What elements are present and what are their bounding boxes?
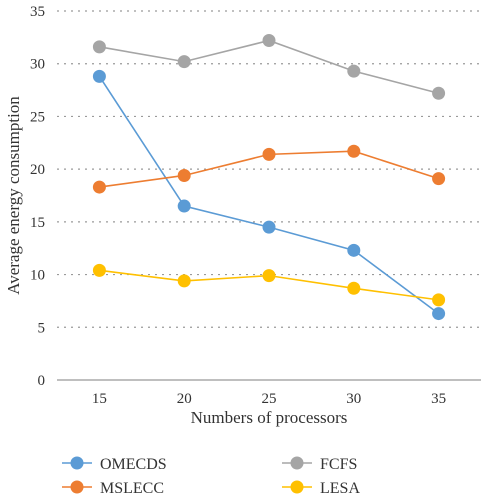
legend: OMECDS MSLECC FCFS LESA (62, 456, 360, 497)
series-layer (92, 34, 446, 321)
data-point-omecds (432, 307, 446, 321)
series-line-fcfs (99, 39, 439, 95)
x-tick-label: 20 (177, 391, 192, 407)
data-point-mslecc (177, 168, 191, 182)
y-tick-label: 20 (30, 162, 45, 178)
series-mslecc (92, 144, 446, 194)
legend-item-lesa: LESA (282, 480, 360, 497)
y-tick-label: 5 (38, 320, 46, 336)
data-point-fcfs (262, 34, 276, 48)
legend-label: MSLECC (100, 480, 164, 497)
y-tick-labels: 0 5 10 15 20 25 30 35 (30, 4, 45, 389)
data-point-omecds (347, 243, 361, 257)
data-point-omecds (262, 220, 276, 234)
x-axis-title: Numbers of processors (191, 408, 348, 427)
legend-swatch-marker (290, 480, 304, 494)
x-tick-label: 30 (346, 391, 361, 407)
x-tick-label: 15 (92, 391, 107, 407)
legend-label: OMECDS (100, 456, 167, 473)
y-tick-label: 15 (30, 215, 45, 231)
data-point-mslecc (92, 180, 106, 194)
data-point-fcfs (177, 55, 191, 69)
legend-swatch-marker (70, 480, 84, 494)
data-point-omecds (92, 69, 106, 83)
legend-swatch-marker (70, 456, 84, 470)
data-point-fcfs (347, 64, 361, 78)
x-tick-label: 25 (262, 391, 277, 407)
data-point-lesa (432, 293, 446, 307)
legend-item-mslecc: MSLECC (62, 480, 164, 497)
data-point-lesa (92, 263, 106, 277)
data-point-mslecc (262, 147, 276, 161)
y-tick-label: 25 (30, 109, 45, 125)
data-point-lesa (262, 269, 276, 283)
data-point-lesa (177, 274, 191, 288)
y-tick-label: 35 (30, 4, 45, 20)
series-omecds (92, 69, 446, 321)
y-tick-label: 30 (30, 57, 45, 73)
y-axis-title: Average energy consumption (4, 96, 23, 295)
legend-label: FCFS (320, 456, 357, 473)
legend-label: LESA (320, 480, 360, 497)
data-point-fcfs (92, 40, 106, 54)
series-fcfs (92, 34, 446, 100)
data-point-lesa (347, 281, 361, 295)
legend-item-fcfs: FCFS (282, 456, 357, 473)
legend-swatch-marker (290, 456, 304, 470)
data-point-fcfs (432, 86, 446, 100)
data-point-omecds (177, 199, 191, 213)
legend-item-omecds: OMECDS (62, 456, 167, 473)
series-lesa (92, 263, 446, 307)
x-tick-label: 35 (431, 391, 446, 407)
y-tick-label: 0 (38, 373, 46, 389)
data-point-mslecc (432, 172, 446, 186)
y-tick-label: 10 (30, 268, 45, 284)
x-tick-labels: 15 20 25 30 35 (92, 391, 446, 407)
data-point-mslecc (347, 144, 361, 158)
